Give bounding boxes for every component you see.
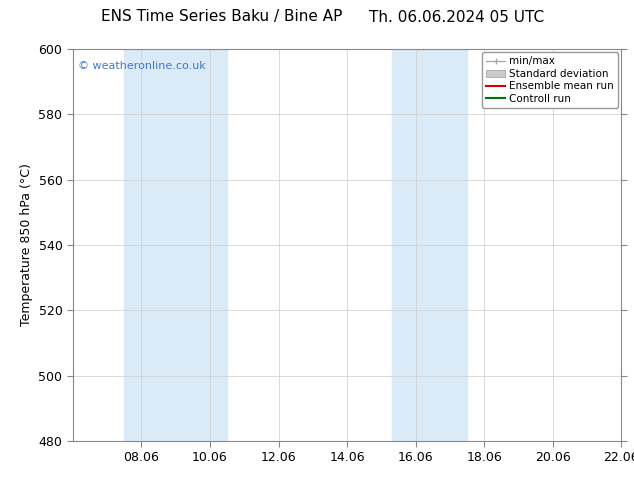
Text: ENS Time Series Baku / Bine AP: ENS Time Series Baku / Bine AP	[101, 9, 342, 24]
Bar	[124, 49, 227, 441]
Y-axis label: Temperature 850 hPa (°C): Temperature 850 hPa (°C)	[20, 164, 33, 326]
Legend: min/max, Standard deviation, Ensemble mean run, Controll run: min/max, Standard deviation, Ensemble me…	[482, 52, 618, 108]
Text: Th. 06.06.2024 05 UTC: Th. 06.06.2024 05 UTC	[369, 9, 544, 24]
Text: © weatheronline.co.uk: © weatheronline.co.uk	[79, 61, 206, 71]
Bar	[392, 49, 467, 441]
